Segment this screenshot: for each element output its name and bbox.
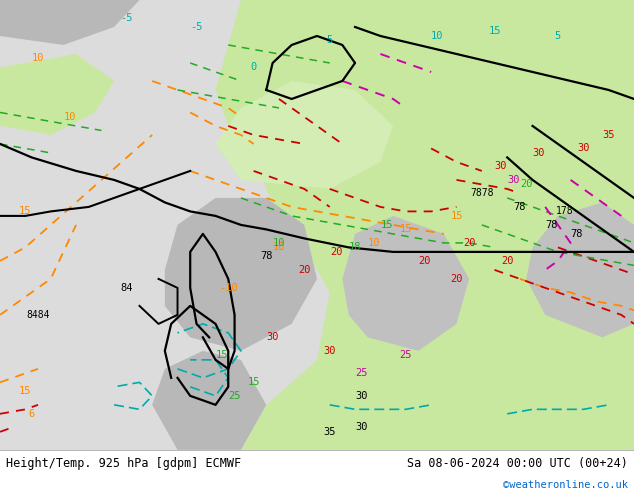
Text: 30: 30 (355, 422, 368, 432)
Text: 5: 5 (555, 31, 561, 41)
Text: 15: 15 (247, 377, 260, 388)
Text: 15: 15 (19, 206, 32, 217)
Polygon shape (342, 216, 469, 351)
Text: 78: 78 (571, 229, 583, 239)
Text: -5: -5 (120, 13, 133, 23)
Text: 30: 30 (577, 144, 590, 153)
Text: 15: 15 (216, 350, 228, 360)
Text: 18: 18 (349, 243, 361, 252)
Text: Sa 08-06-2024 00:00 UTC (00+24): Sa 08-06-2024 00:00 UTC (00+24) (407, 457, 628, 470)
Text: 10: 10 (32, 53, 44, 64)
Polygon shape (165, 198, 317, 351)
Text: 30: 30 (266, 332, 279, 343)
Text: 20: 20 (418, 256, 431, 266)
Text: 30: 30 (495, 161, 507, 172)
Text: ©weatheronline.co.uk: ©weatheronline.co.uk (503, 480, 628, 490)
Text: 10: 10 (431, 31, 444, 41)
Text: 30: 30 (323, 346, 336, 356)
Polygon shape (152, 351, 266, 450)
Text: 30: 30 (533, 148, 545, 158)
Text: 78: 78 (260, 251, 273, 261)
Text: 6: 6 (29, 409, 35, 419)
Text: 20: 20 (330, 247, 342, 257)
Text: 20: 20 (520, 179, 533, 190)
Text: 10: 10 (368, 238, 380, 248)
Text: -10: -10 (219, 283, 238, 293)
Text: 84: 84 (120, 283, 133, 293)
Text: 78: 78 (514, 202, 526, 212)
Text: 25: 25 (399, 350, 412, 360)
Text: 0: 0 (250, 62, 257, 73)
Text: 10: 10 (273, 238, 285, 248)
Text: 35: 35 (323, 427, 336, 437)
Text: 25: 25 (355, 368, 368, 378)
Text: -5: -5 (190, 22, 203, 32)
Text: 78: 78 (545, 220, 558, 230)
Text: Height/Temp. 925 hPa [gdpm] ECMWF: Height/Temp. 925 hPa [gdpm] ECMWF (6, 457, 242, 470)
Text: 15: 15 (19, 386, 32, 396)
Polygon shape (526, 202, 634, 337)
Text: 15: 15 (399, 224, 412, 234)
Polygon shape (0, 0, 139, 45)
Text: 30: 30 (507, 175, 520, 185)
Text: 15: 15 (450, 211, 463, 221)
Text: 30: 30 (355, 391, 368, 401)
Polygon shape (216, 0, 634, 450)
Text: 8484: 8484 (26, 310, 50, 320)
Text: 5: 5 (327, 35, 333, 46)
Text: 20: 20 (463, 238, 476, 248)
Polygon shape (216, 81, 393, 189)
Text: 178: 178 (555, 206, 573, 217)
Text: 20: 20 (298, 265, 311, 275)
Text: 7878: 7878 (470, 189, 494, 198)
Text: 25: 25 (228, 391, 241, 401)
Text: 15: 15 (488, 26, 501, 36)
Text: 20: 20 (450, 274, 463, 284)
Text: 10: 10 (273, 243, 285, 252)
Text: 10: 10 (63, 112, 76, 122)
Text: 20: 20 (501, 256, 514, 266)
Polygon shape (0, 54, 114, 135)
Text: 35: 35 (602, 130, 615, 140)
Text: 15: 15 (380, 220, 393, 230)
